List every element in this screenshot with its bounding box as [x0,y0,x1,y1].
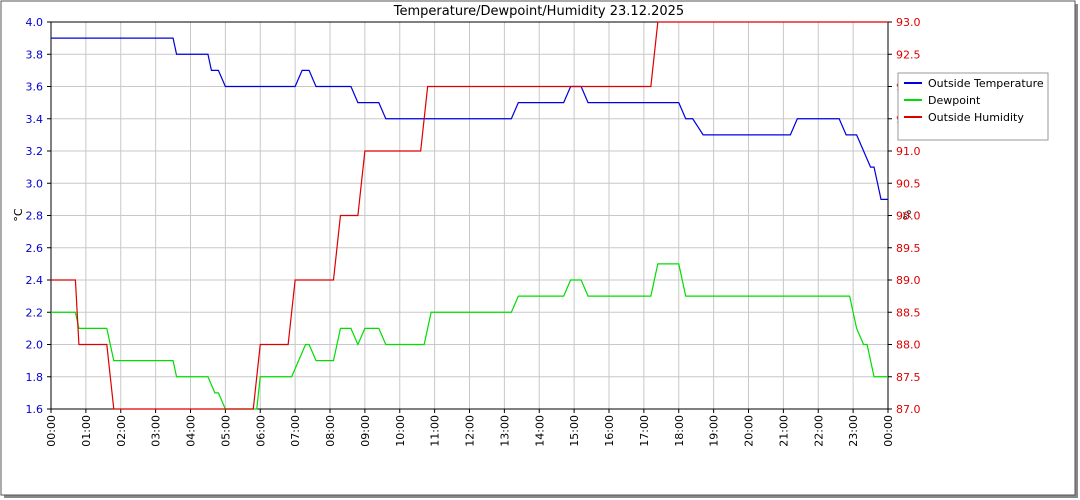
y2-tick-label: 90.5 [896,177,921,190]
x-tick-label: 05:00 [219,415,232,447]
series-line [51,37,888,200]
y-tick-label: 2.2 [26,306,44,319]
x-tick-label: 00:00 [882,415,895,447]
y-tick-label: 3.6 [26,81,44,94]
y2-tick-label: 91.0 [896,145,921,158]
y-tick-label: 2.4 [26,274,44,287]
y-tick-label: 3.4 [26,113,44,126]
x-tick-label: 01:00 [80,415,93,447]
series-line [51,21,888,410]
y2-tick-label: 88.0 [896,339,921,352]
series-line [51,263,888,410]
x-tick-label: 16:00 [603,415,616,447]
x-tick-label: 02:00 [115,415,128,447]
chart-title: Temperature/Dewpoint/Humidity 23.12.2025 [393,4,684,19]
y2-tick-label: 87.5 [896,371,921,384]
plot-border [50,21,889,410]
x-tick-label: 11:00 [429,415,442,447]
y2-tick-label: 89.0 [896,274,921,287]
x-tick-label: 17:00 [638,415,651,447]
y2-tick-label: 87.0 [896,403,921,416]
x-tick-label: 09:00 [359,415,372,447]
y2-tick-label: 88.5 [896,306,921,319]
x-tick-label: 10:00 [394,415,407,447]
y-tick-label: 3.0 [26,177,44,190]
y2-tick-label: 92.5 [896,48,921,61]
y2-tick-label: 90.0 [896,210,921,223]
x-tick-label: 13:00 [498,415,511,447]
y-tick-label: 3.2 [26,145,44,158]
y-tick-label: 2.0 [26,339,44,352]
x-tick-label: 21:00 [777,415,790,447]
y2-tick-label: 89.5 [896,242,921,255]
x-tick-label: 20:00 [743,415,756,447]
y-tick-label: 2.8 [26,210,44,223]
y-axis-label: °C [12,208,25,222]
x-tick-label: 22:00 [812,415,825,447]
y-tick-label: 1.6 [26,403,44,416]
x-tick-label: 23:00 [847,415,860,447]
legend-label: Outside Humidity [928,111,1024,124]
x-tick-label: 04:00 [185,415,198,447]
legend-box [897,72,1049,141]
x-tick-label: 08:00 [324,415,337,447]
x-tick-label: 18:00 [673,415,686,447]
y-tick-label: 2.6 [26,242,44,255]
x-tick-label: 14:00 [533,415,546,447]
x-tick-label: 06:00 [254,415,267,447]
legend-label: Dewpoint [928,94,981,107]
legend-label: Outside Temperature [928,77,1044,90]
y-tick-label: 3.8 [26,48,44,61]
y-tick-label: 4.0 [26,16,44,29]
y2-axis-label: % [901,210,914,220]
x-tick-label: 07:00 [289,415,302,447]
x-tick-label: 12:00 [464,415,477,447]
x-tick-label: 15:00 [568,415,581,447]
y2-tick-label: 93.0 [896,16,921,29]
y-tick-label: 1.8 [26,371,44,384]
x-tick-label: 00:00 [45,415,58,447]
x-tick-label: 19:00 [708,415,721,447]
x-tick-label: 03:00 [150,415,163,447]
